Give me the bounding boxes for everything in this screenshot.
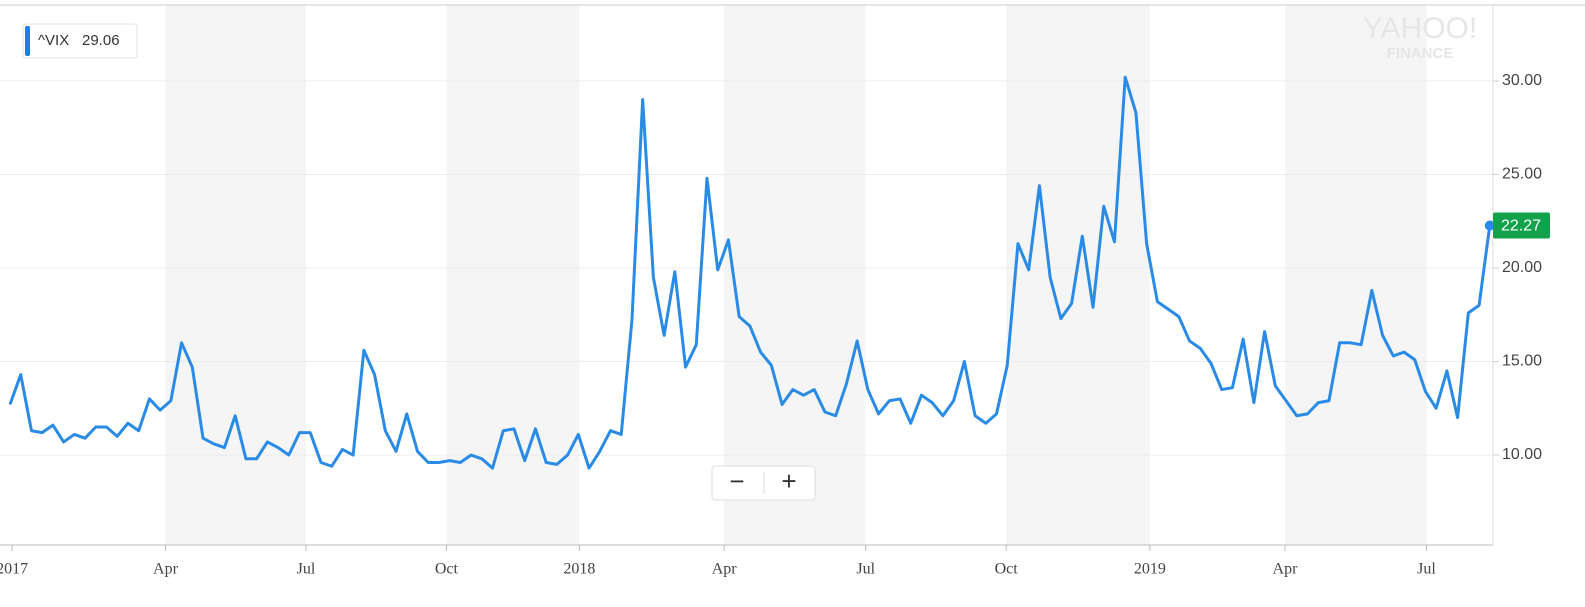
x-tick-label: 2018 [563,561,595,578]
zoom-controls: − + [711,465,816,501]
shaded-band [724,5,866,545]
shaded-band [165,5,306,545]
y-tick-label: 15.00 [1502,353,1542,370]
y-tick-label: 10.00 [1502,446,1542,463]
zoom-out[interactable]: − [729,466,744,496]
x-tick-label: Jul [856,561,875,578]
watermark: FINANCE [1387,45,1454,62]
x-tick-label: 2019 [1134,561,1166,578]
price-line [8,75,1492,470]
zoom-in[interactable]: + [781,466,796,496]
legend: ^VIX 29.06 [22,23,138,59]
x-tick-label: Oct [435,561,459,578]
shaded-band [1284,5,1427,545]
legend-box [22,23,138,59]
y-tick-label: 25.00 [1502,166,1542,183]
last-price-box [1493,212,1550,239]
x-tick-label: Apr [1273,561,1299,578]
x-tick-label: Jul [1417,561,1436,578]
y-tick-label: 20.00 [1502,259,1542,276]
legend-symbol: ^VIX [38,32,69,49]
x-tick-label: Oct [995,561,1019,578]
x-tick-label: Jul [297,561,316,578]
legend-swatch [25,26,30,56]
y-tick-label: 30.00 [1502,72,1542,89]
watermark: YAHOO! [1363,12,1477,45]
x-tick-label: Apr [153,561,179,578]
last-price-label: 22.27 [1501,218,1541,235]
last-point [1484,220,1495,231]
legend-value: 29.06 [82,32,120,49]
x-tick-label: Apr [712,561,738,578]
x-tick-label: 2017 [0,561,28,578]
